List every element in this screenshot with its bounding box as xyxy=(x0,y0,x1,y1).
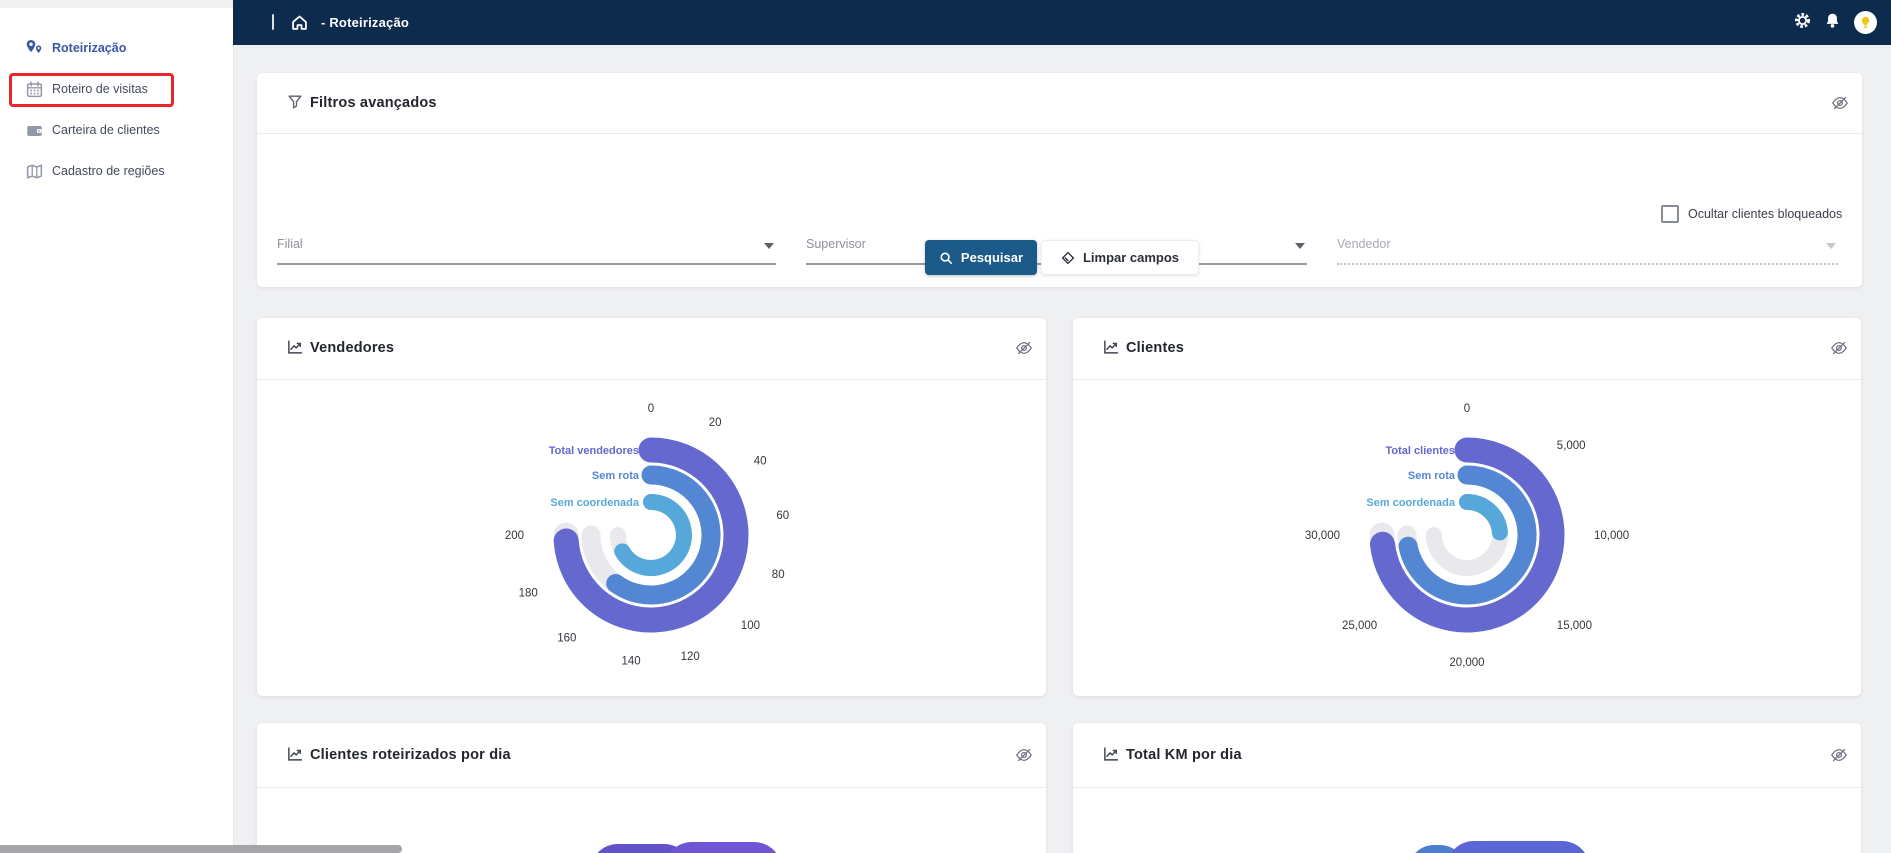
sidebar-top-strip xyxy=(0,0,233,8)
clientes-card-title: Clientes xyxy=(1126,340,1185,356)
svg-text:30,000: 30,000 xyxy=(1305,530,1340,542)
svg-text:Sem rota: Sem rota xyxy=(592,470,640,482)
svg-text:60: 60 xyxy=(776,510,789,522)
svg-text:160: 160 xyxy=(557,633,576,645)
svg-text:Sem coordenada: Sem coordenada xyxy=(1366,497,1456,509)
chevron-down-icon xyxy=(764,243,774,249)
clear-fields-button-label: Limpar campos xyxy=(1082,250,1180,265)
sidebar-item-roteirizacao[interactable]: Roteirização xyxy=(0,33,233,63)
partial-bar-chart xyxy=(1073,788,1861,853)
svg-text:0: 0 xyxy=(648,403,654,415)
svg-text:5,000: 5,000 xyxy=(1557,440,1586,452)
funnel-filter-icon xyxy=(286,93,304,116)
svg-text:200: 200 xyxy=(505,530,524,542)
home-icon[interactable] xyxy=(290,13,309,37)
chart-line-icon xyxy=(1102,338,1120,361)
topbar-separator xyxy=(272,14,274,30)
supervisor-label: Supervisor xyxy=(806,237,866,251)
lightbulb-icon xyxy=(1861,16,1870,29)
total-km-card-title: Total KM por dia xyxy=(1126,747,1242,763)
sidebar: Roteirização Roteiro de visitas xyxy=(0,0,234,853)
search-button[interactable]: Pesquisar xyxy=(925,240,1037,275)
sidebar-item-label: Roteiro de visitas xyxy=(52,82,148,96)
sidebar-item-cadastro-de-regioes[interactable]: Cadastro de regiões xyxy=(0,156,233,186)
svg-text:80: 80 xyxy=(772,569,785,581)
svg-text:25,000: 25,000 xyxy=(1342,620,1377,632)
chevron-down-icon xyxy=(1826,243,1836,249)
search-button-label: Pesquisar xyxy=(960,250,1024,265)
svg-text:40: 40 xyxy=(754,455,767,467)
wallet-icon xyxy=(24,120,44,140)
clientes-roteirizados-card: Clientes roteirizados por dia xyxy=(257,723,1046,853)
notifications-bell-icon[interactable] xyxy=(1824,12,1841,34)
svg-text:10,000: 10,000 xyxy=(1594,530,1629,542)
hide-card-eye-off-icon[interactable] xyxy=(1015,746,1033,769)
top-bar: - Roteirização xyxy=(233,0,1891,45)
vendedores-card-title: Vendedores xyxy=(310,340,395,356)
svg-text:Total vendedores: Total vendedores xyxy=(549,445,639,457)
svg-text:20: 20 xyxy=(709,417,722,429)
hide-card-eye-off-icon[interactable] xyxy=(1015,339,1033,362)
vendedores-chart-card: Vendedores 0 20 40 60 80 100 120 140 160 180 200 To… xyxy=(257,318,1046,696)
sidebar-item-label: Carteira de clientes xyxy=(52,123,160,137)
sidebar-item-roteiro-de-visitas[interactable]: Roteiro de visitas xyxy=(0,74,233,104)
calendar-icon xyxy=(24,79,44,99)
settings-gear-icon[interactable] xyxy=(1794,12,1811,34)
search-icon xyxy=(940,251,952,264)
svg-text:180: 180 xyxy=(519,588,538,600)
svg-text:0: 0 xyxy=(1464,403,1470,415)
folded-map-icon xyxy=(24,161,44,181)
chevron-down-icon xyxy=(1295,243,1305,249)
svg-text:Total clientes: Total clientes xyxy=(1386,445,1455,457)
clientes-radial-chart: 0 5,000 10,000 15,000 20,000 25,000 30,000 Tota… xyxy=(1073,380,1861,696)
partial-bar-chart xyxy=(257,788,1046,853)
hide-blocked-clients-row: Ocultar clientes bloqueados xyxy=(1661,205,1842,223)
filters-card: Filtros avançados Filial Supervisor Vend… xyxy=(257,73,1862,287)
hide-blocked-clients-label: Ocultar clientes bloqueados xyxy=(1688,207,1843,221)
total-km-card: Total KM por dia xyxy=(1073,723,1861,853)
clear-fields-button[interactable]: Limpar campos xyxy=(1041,240,1199,275)
hide-card-eye-off-icon[interactable] xyxy=(1830,746,1848,769)
sidebar-item-carteira-de-clientes[interactable]: Carteira de clientes xyxy=(0,115,233,145)
svg-text:140: 140 xyxy=(622,655,641,667)
svg-text:15,000: 15,000 xyxy=(1557,620,1592,632)
breadcrumb: - Roteirização xyxy=(321,15,410,30)
sidebar-item-label: Roteirização xyxy=(52,41,127,55)
svg-text:20,000: 20,000 xyxy=(1449,657,1484,669)
hide-card-eye-off-icon[interactable] xyxy=(1830,339,1848,362)
filial-label: Filial xyxy=(277,237,303,251)
hide-card-eye-off-icon[interactable] xyxy=(1831,94,1849,117)
sidebar-item-label: Cadastro de regiões xyxy=(52,164,165,178)
svg-text:Sem coordenada: Sem coordenada xyxy=(550,497,640,509)
user-avatar[interactable] xyxy=(1854,11,1877,34)
eraser-icon xyxy=(1061,251,1075,264)
hide-blocked-clients-checkbox[interactable] xyxy=(1661,205,1679,223)
chart-line-icon xyxy=(1102,745,1120,768)
filial-select[interactable]: Filial xyxy=(277,233,776,265)
vendedor-select[interactable]: Vendedor xyxy=(1337,233,1838,265)
vendedores-radial-chart: 0 20 40 60 80 100 120 140 160 180 200 Total vendedo… xyxy=(257,380,1046,696)
svg-text:Sem rota: Sem rota xyxy=(1408,470,1456,482)
horizontal-scrollbar-thumb[interactable] xyxy=(0,845,402,853)
chart-line-icon xyxy=(286,745,304,768)
clientes-roteirizados-card-title: Clientes roteirizados por dia xyxy=(310,747,511,763)
svg-text:100: 100 xyxy=(741,620,760,632)
filters-card-title: Filtros avançados xyxy=(310,95,437,111)
svg-text:120: 120 xyxy=(681,651,700,663)
vendedor-label: Vendedor xyxy=(1337,237,1391,251)
map-pins-icon xyxy=(24,38,44,58)
clientes-chart-card: Clientes 0 5,000 10,000 15,000 20,000 25,000 3… xyxy=(1073,318,1861,696)
chart-line-icon xyxy=(286,338,304,361)
